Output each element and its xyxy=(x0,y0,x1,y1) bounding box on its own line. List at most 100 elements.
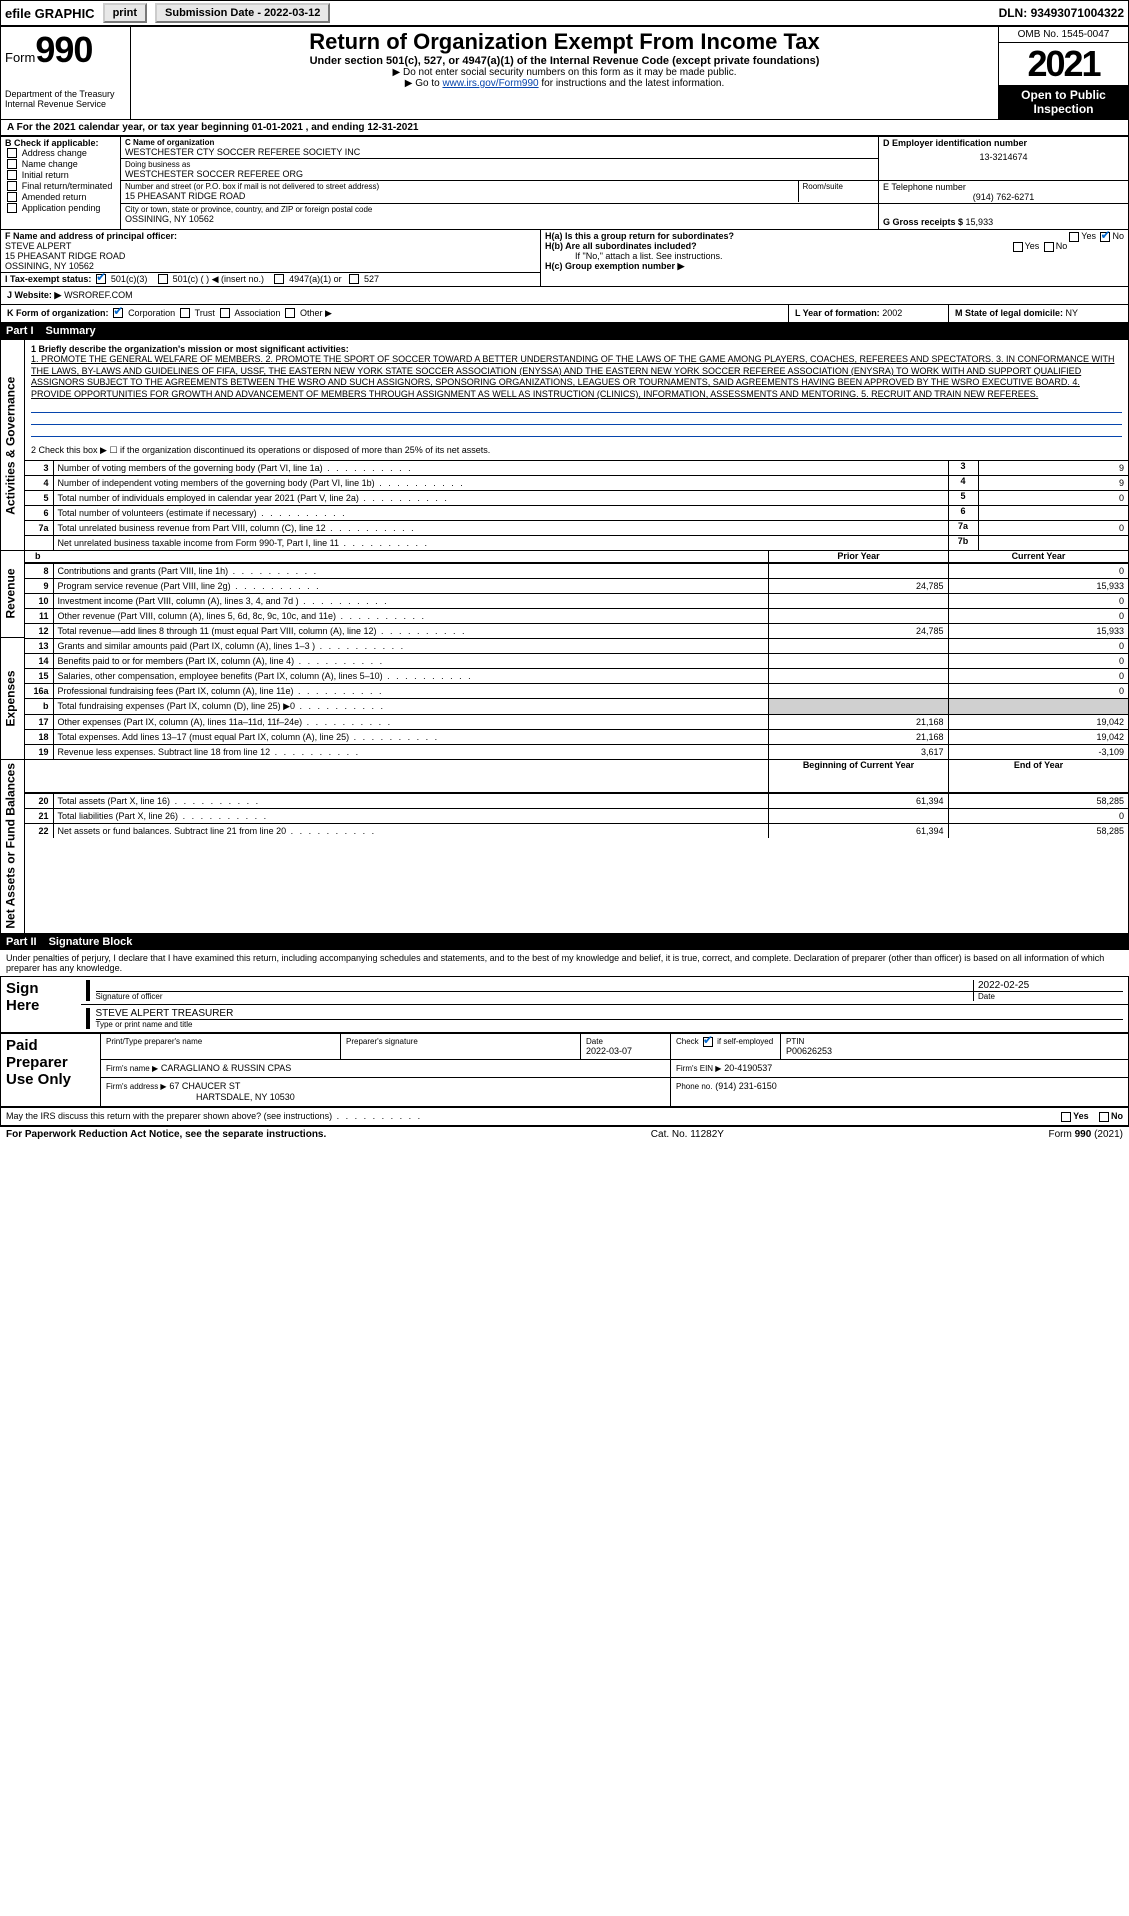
street-address: 15 PHEASANT RIDGE ROAD xyxy=(125,191,794,201)
sign-here-block: Sign Here 2022-02-25 Signature of office… xyxy=(0,976,1129,1033)
part1-label: Part I xyxy=(6,325,34,337)
room-label: Room/suite xyxy=(803,182,875,191)
vlabel-rev: Revenue xyxy=(1,550,25,638)
table-row: 8Contributions and grants (Part VIII, li… xyxy=(25,563,1128,578)
table-row: 10Investment income (Part VIII, column (… xyxy=(25,593,1128,608)
efile-label: efile GRAPHIC xyxy=(5,6,95,21)
sig-text: Under penalties of perjury, I declare th… xyxy=(0,950,1129,976)
city-value: OSSINING, NY 10562 xyxy=(125,214,874,224)
chk-self-employed[interactable] xyxy=(703,1037,713,1047)
firm-addr-label: Firm's address ▶ xyxy=(106,1082,167,1091)
submission-date: 2022-03-12 xyxy=(264,7,320,19)
discuss-yes[interactable] xyxy=(1061,1112,1071,1122)
chk-final-return[interactable]: Final return/terminated xyxy=(5,181,116,192)
form-number: Form990 xyxy=(5,29,126,71)
chk-address-change[interactable]: Address change xyxy=(5,148,116,159)
box-e-label: E Telephone number xyxy=(883,182,1124,192)
firm-name-label: Firm's name ▶ xyxy=(106,1064,158,1073)
firm-name: CARAGLIANO & RUSSIN CPAS xyxy=(161,1063,291,1073)
part1-title: Summary xyxy=(46,325,96,337)
dba-label: Doing business as xyxy=(125,160,874,169)
part2-title: Signature Block xyxy=(49,936,133,948)
box-d-label: D Employer identification number xyxy=(883,138,1124,148)
submission-date-button[interactable]: Submission Date - 2022-03-12 xyxy=(155,3,330,23)
discuss-row: May the IRS discuss this return with the… xyxy=(0,1107,1129,1126)
paid-preparer-block: Paid Preparer Use Only Print/Type prepar… xyxy=(0,1033,1129,1107)
chk-527[interactable] xyxy=(349,274,359,284)
chk-amended-return[interactable]: Amended return xyxy=(5,192,116,203)
print-button[interactable]: print xyxy=(103,3,147,23)
table-row: 7aTotal unrelated business revenue from … xyxy=(25,520,1128,535)
chk-corp[interactable] xyxy=(113,308,123,318)
footer-left: For Paperwork Reduction Act Notice, see … xyxy=(6,1129,326,1140)
vlabel-na: Net Assets or Fund Balances xyxy=(1,759,25,934)
box-j-label: J Website: ▶ xyxy=(7,290,61,300)
box-c-label: C Name of organization xyxy=(125,138,874,147)
table-row: Net unrelated business taxable income fr… xyxy=(25,535,1128,550)
footer-mid: Cat. No. 11282Y xyxy=(651,1129,724,1140)
chk-501c3[interactable] xyxy=(96,274,106,284)
hb-no[interactable] xyxy=(1044,242,1054,252)
gross-receipts: 15,933 xyxy=(966,217,994,227)
chk-trust[interactable] xyxy=(180,308,190,318)
dba-value: WESTCHESTER SOCCER REFEREE ORG xyxy=(125,169,874,179)
table-row: bTotal fundraising expenses (Part IX, co… xyxy=(25,698,1128,714)
addr-label: Number and street (or P.O. box if mail i… xyxy=(125,182,794,191)
table-row: 16aProfessional fundraising fees (Part I… xyxy=(25,683,1128,698)
discuss-q: May the IRS discuss this return with the… xyxy=(6,1111,422,1121)
officer-name: STEVE ALPERT xyxy=(5,241,536,251)
ha-no[interactable] xyxy=(1100,232,1110,242)
chk-4947[interactable] xyxy=(274,274,284,284)
state-domicile: NY xyxy=(1066,308,1079,318)
chk-other[interactable] xyxy=(285,308,295,318)
sig-date-label: Date xyxy=(973,992,1123,1001)
box-g-label: G Gross receipts $ xyxy=(883,217,966,227)
ha-yes[interactable] xyxy=(1069,232,1079,242)
firm-addr1: 67 CHAUCER ST xyxy=(169,1081,240,1091)
firm-phone: (914) 231-6150 xyxy=(715,1081,777,1091)
instr-goto: ▶ Go to www.irs.gov/Form990 for instruct… xyxy=(135,78,994,89)
page-footer: For Paperwork Reduction Act Notice, see … xyxy=(0,1126,1129,1142)
table-row: 9Program service revenue (Part VIII, lin… xyxy=(25,578,1128,593)
tax-year: 2021 xyxy=(999,43,1128,85)
table-row: 3Number of voting members of the governi… xyxy=(25,460,1128,475)
tax-year-line: A For the 2021 calendar year, or tax yea… xyxy=(0,120,1129,136)
chk-application-pending[interactable]: Application pending xyxy=(5,203,116,214)
firm-phone-label: Phone no. xyxy=(676,1082,712,1091)
sig-officer-label: Signature of officer xyxy=(96,992,974,1001)
rule-line xyxy=(31,413,1122,425)
chk-assoc[interactable] xyxy=(220,308,230,318)
paid-title: Paid Preparer Use Only xyxy=(6,1037,95,1088)
officer-addr1: 15 PHEASANT RIDGE ROAD xyxy=(5,251,536,261)
table-row: 11Other revenue (Part VIII, column (A), … xyxy=(25,608,1128,623)
vlabel-ag: Activities & Governance xyxy=(1,340,25,551)
table-row: 12Total revenue—add lines 8 through 11 (… xyxy=(25,623,1128,638)
h-preparer-sig: Preparer's signature xyxy=(346,1037,575,1046)
chk-501c[interactable] xyxy=(158,274,168,284)
officer-addr2: OSSINING, NY 10562 xyxy=(5,261,536,271)
officer-h-block: F Name and address of principal officer:… xyxy=(0,230,1129,287)
box-f-label: F Name and address of principal officer: xyxy=(5,231,536,241)
rule-line xyxy=(31,425,1122,437)
hb-note: If "No," attach a list. See instructions… xyxy=(545,251,1124,261)
table-row: 13Grants and similar amounts paid (Part … xyxy=(25,638,1128,653)
l1-label: 1 Briefly describe the organization's mi… xyxy=(31,344,1122,354)
discuss-no[interactable] xyxy=(1099,1112,1109,1122)
chk-initial-return[interactable]: Initial return xyxy=(5,170,116,181)
irs-label: Internal Revenue Service xyxy=(5,99,126,109)
h-preparer-name: Print/Type preparer's name xyxy=(106,1037,335,1046)
sig-name-label: Type or print name and title xyxy=(96,1020,1124,1029)
org-info-block: B Check if applicable: Address change Na… xyxy=(0,136,1129,230)
table-row: 18Total expenses. Add lines 13–17 (must … xyxy=(25,729,1128,744)
h-ptin: PTIN xyxy=(786,1037,1123,1046)
instr-ssn: ▶ Do not enter social security numbers o… xyxy=(135,67,994,78)
sig-name: STEVE ALPERT TREASURER xyxy=(96,1008,1124,1020)
chk-name-change[interactable]: Name change xyxy=(5,159,116,170)
irs-link[interactable]: www.irs.gov/Form990 xyxy=(442,78,538,89)
hb-yes[interactable] xyxy=(1013,242,1023,252)
col-prior: Prior Year xyxy=(769,550,949,562)
table-row: 20Total assets (Part X, line 16)61,39458… xyxy=(25,794,1128,809)
org-name: WESTCHESTER CTY SOCCER REFEREE SOCIETY I… xyxy=(125,147,874,157)
form-subtitle: Under section 501(c), 527, or 4947(a)(1)… xyxy=(135,55,994,67)
table-row: 14Benefits paid to or for members (Part … xyxy=(25,653,1128,668)
